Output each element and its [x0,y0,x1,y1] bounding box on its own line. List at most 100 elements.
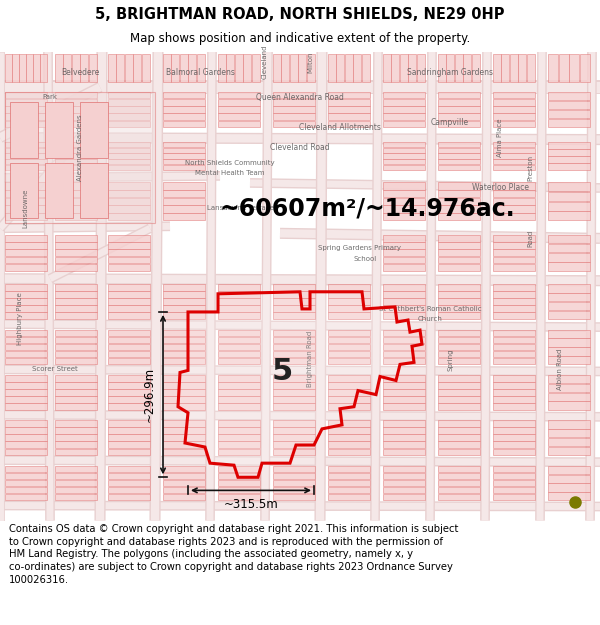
Bar [493,190,535,198]
Bar [273,358,315,364]
Bar [55,487,97,493]
Bar [493,389,535,396]
Bar [163,190,205,198]
Bar [383,306,425,312]
Bar [383,190,425,198]
Bar [548,202,590,211]
Bar [493,472,535,479]
Bar [163,494,205,501]
Bar [438,329,480,336]
Bar [438,487,480,493]
Bar [89,54,97,82]
Bar [218,466,260,472]
Bar [493,329,535,336]
Bar [5,106,47,113]
Bar [328,114,370,120]
Bar [438,99,480,106]
Bar [163,142,205,148]
Bar [383,159,425,164]
Bar [218,329,260,336]
Bar [108,480,150,486]
Bar [273,351,315,358]
Bar [383,449,425,455]
Text: Sandringham Gardens: Sandringham Gardens [407,68,493,76]
Bar [5,298,47,305]
Bar [438,344,480,350]
Bar [438,421,480,427]
Bar [273,421,315,427]
Bar [218,351,260,358]
Bar [5,389,47,396]
Bar [438,142,480,148]
Bar [163,54,171,82]
Text: Preston: Preston [527,155,533,181]
Bar [493,375,535,381]
Bar [438,375,480,381]
Bar [493,428,535,434]
Bar [273,480,315,486]
Bar [5,284,47,291]
Bar [548,302,590,310]
Bar [188,54,196,82]
Bar [493,344,535,350]
Bar [55,257,97,263]
Bar [273,389,315,396]
Bar [108,472,150,479]
Bar [438,494,480,501]
Text: Cleveland Allotments: Cleveland Allotments [299,123,381,132]
Bar [548,101,590,109]
Bar [273,121,315,127]
Bar [80,102,108,158]
Bar [108,329,150,336]
Bar [226,54,235,82]
Text: Milton: Milton [307,51,313,72]
Text: Brightman Road: Brightman Road [307,331,313,388]
Bar [218,480,260,486]
Bar [108,396,150,402]
Bar [383,54,391,82]
Bar [438,291,480,298]
Bar [163,182,205,189]
Bar [328,403,370,410]
Bar [108,242,150,249]
Bar [548,192,590,201]
Bar [55,382,97,389]
Bar [493,403,535,410]
Bar [163,421,205,427]
Bar [493,434,535,441]
Bar [438,206,480,212]
Bar [493,198,535,205]
Bar [502,54,509,82]
Bar [55,428,97,434]
Bar [328,106,370,113]
Bar [527,54,535,82]
Bar [218,344,260,350]
Bar [163,114,205,120]
Bar [108,403,150,410]
Bar [5,257,47,263]
Bar [548,110,590,118]
Bar [416,54,425,82]
Bar [5,159,47,164]
Bar [172,54,179,82]
Bar [353,54,361,82]
Bar [45,102,73,158]
Bar [5,358,47,364]
Bar [383,382,425,389]
Bar [383,249,425,256]
Bar [108,434,150,441]
Bar [383,421,425,427]
Bar [55,249,97,256]
Bar [218,298,260,305]
Bar [493,206,535,212]
Bar [5,153,47,159]
Text: Scorer Street: Scorer Street [32,366,78,372]
Bar [493,337,535,343]
Bar [328,382,370,389]
Bar [328,466,370,472]
Bar [218,291,260,298]
Bar [438,358,480,364]
Text: ~296.9m: ~296.9m [143,367,156,422]
Bar [55,298,97,305]
Bar [493,106,535,113]
